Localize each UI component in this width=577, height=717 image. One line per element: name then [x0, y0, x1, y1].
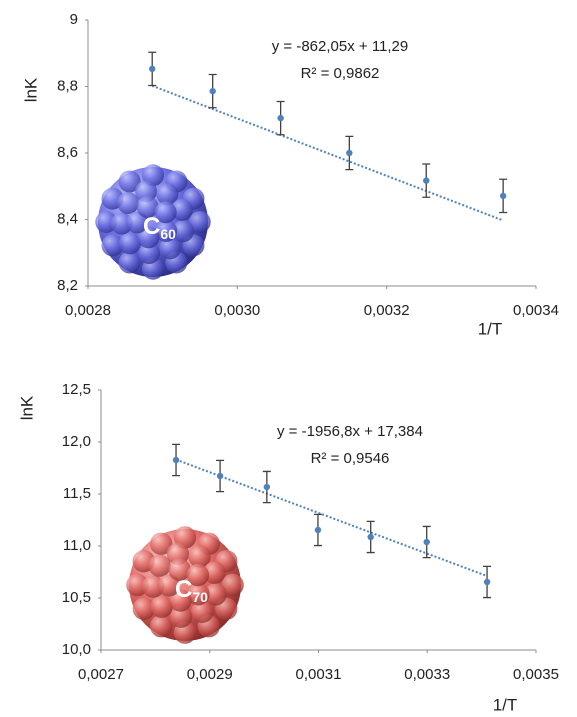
y-axis-label: lnK [17, 395, 36, 420]
molecule-atom [188, 545, 211, 568]
data-point [209, 87, 216, 95]
x-tick-label: 0,0027 [78, 666, 124, 683]
data-point [483, 578, 491, 586]
molecule-label: C60 [143, 213, 176, 241]
x-tick-label: 0,0034 [513, 302, 559, 319]
y-axis-label: lnK [21, 77, 40, 102]
molecule-atom [156, 183, 179, 206]
data-point [216, 472, 224, 480]
molecule-atom [101, 234, 124, 257]
x-axis-label: 1/T [493, 695, 518, 714]
molecule-atom [118, 170, 141, 193]
molecule-atom [157, 574, 180, 597]
molecule-atom [170, 198, 193, 221]
molecule-atom [150, 595, 173, 618]
molecule-atom [171, 220, 194, 243]
y-tick-label: 10,5 [62, 589, 91, 606]
y-tick-label: 8,6 [57, 144, 78, 161]
data-point [172, 456, 180, 464]
molecule-atom [126, 211, 149, 234]
molecule-symbol: C [143, 213, 160, 240]
molecule-atom [169, 589, 192, 612]
trendline-equation: y = -862,05x + 11,29 [272, 38, 409, 55]
x-tick-label: 0,0029 [187, 666, 233, 683]
data-point [346, 149, 353, 157]
y-tick-label: 11,5 [63, 485, 91, 502]
molecule-atom [119, 232, 142, 255]
molecule-atom [136, 195, 159, 218]
molecule-atom [186, 563, 210, 587]
y-tick-label: 10,0 [62, 641, 91, 658]
molecule-atom [221, 573, 244, 597]
trendline-r2: R² = 0,9862 [301, 65, 380, 82]
x-tick-label: 0,0033 [404, 666, 450, 683]
molecule-symbol: C [175, 576, 192, 603]
molecule-atom [154, 201, 177, 224]
data-point [314, 526, 322, 534]
trendline-equation: y = -1956,8x + 17,384 [277, 423, 423, 440]
molecule-atom [150, 532, 173, 555]
data-point [277, 114, 284, 122]
molecule-atom [155, 220, 178, 243]
x-axis-label: 1/T [478, 319, 503, 338]
molecule-atom [204, 583, 227, 606]
molecule-subscript: 70 [192, 589, 208, 605]
molecule-subscript: 60 [160, 226, 176, 242]
y-tick-label: 8,8 [57, 77, 78, 94]
molecule-atom [168, 558, 191, 581]
data-point [423, 177, 430, 184]
data-point [499, 192, 507, 200]
molecule-atom [188, 211, 211, 233]
y-tick-label: 9 [70, 11, 78, 28]
molecule-atom [132, 597, 155, 620]
x-tick-label: 0,0032 [364, 302, 410, 319]
molecule-atom [138, 242, 161, 265]
molecule-atom [191, 600, 214, 624]
data-point [423, 538, 430, 546]
data-point [263, 483, 271, 491]
x-tick-label: 0,0030 [214, 302, 260, 319]
data-point [149, 65, 156, 73]
molecule-atom [158, 237, 181, 260]
y-tick-label: 8,2 [57, 277, 78, 294]
molecule-atom [148, 554, 171, 577]
y-tick-label: 8,4 [57, 210, 78, 227]
y-tick-label: 12,5 [62, 381, 91, 398]
molecule-atom [169, 605, 193, 628]
trendline-r2: R² = 0,9546 [311, 450, 390, 467]
molecule-atom [118, 251, 141, 274]
molecule-atom [137, 226, 160, 249]
molecule-atom [117, 192, 140, 215]
x-tick-label: 0,0028 [65, 302, 111, 319]
trendline [151, 84, 504, 222]
molecule-label: C70 [175, 576, 208, 604]
molecule-atom [187, 582, 210, 606]
y-tick-label: 12,0 [62, 433, 91, 450]
molecule-atom [203, 561, 226, 584]
x-tick-label: 0,0031 [296, 666, 342, 683]
trendline [175, 458, 488, 577]
molecule-atom [150, 615, 173, 638]
data-point [367, 533, 374, 541]
x-tick-label: 0,0035 [513, 666, 559, 683]
y-tick-label: 11,0 [63, 537, 91, 554]
